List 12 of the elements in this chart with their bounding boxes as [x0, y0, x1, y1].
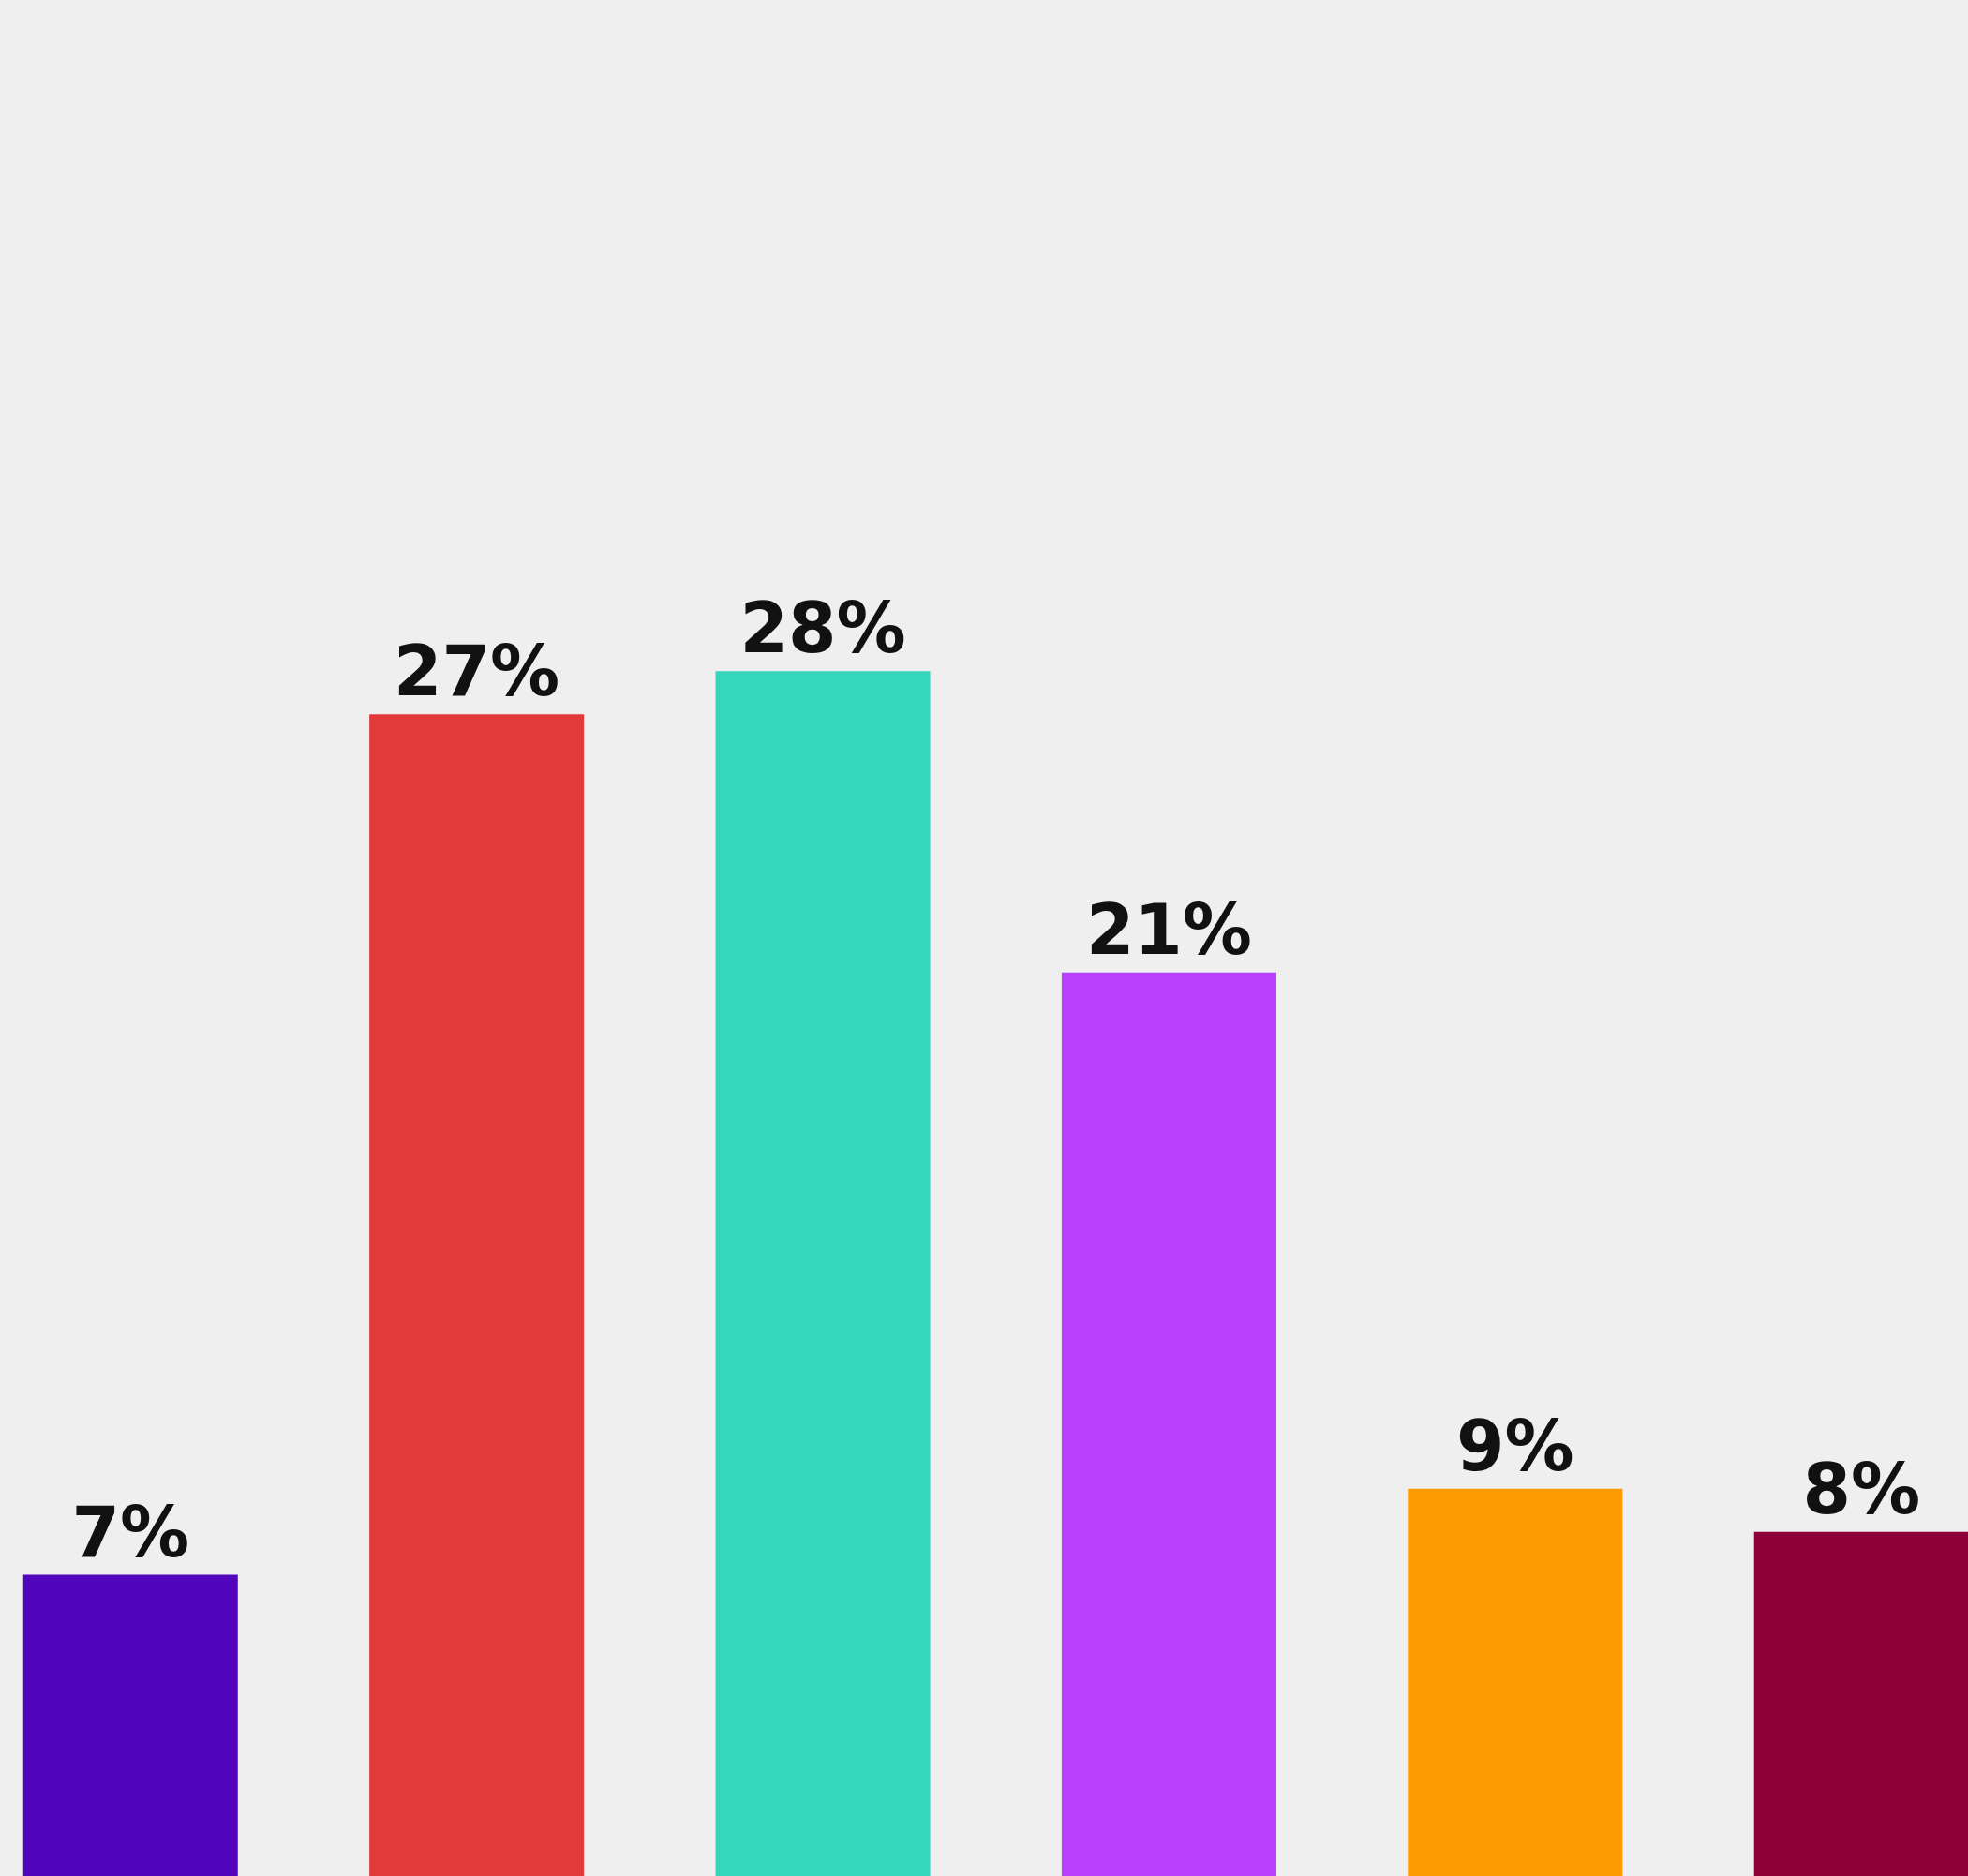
bar [22, 1574, 238, 1876]
data-label: 7% [71, 1491, 190, 1572]
bar [1061, 972, 1276, 1876]
bar [715, 671, 931, 1876]
data-label: 8% [1802, 1448, 1921, 1529]
bar [1753, 1531, 1968, 1876]
bar [369, 714, 585, 1876]
bar [1408, 1488, 1623, 1876]
data-label: 9% [1456, 1405, 1574, 1486]
data-label: 28% [739, 588, 906, 669]
data-label: 27% [394, 631, 560, 712]
data-label: 21% [1085, 888, 1252, 970]
